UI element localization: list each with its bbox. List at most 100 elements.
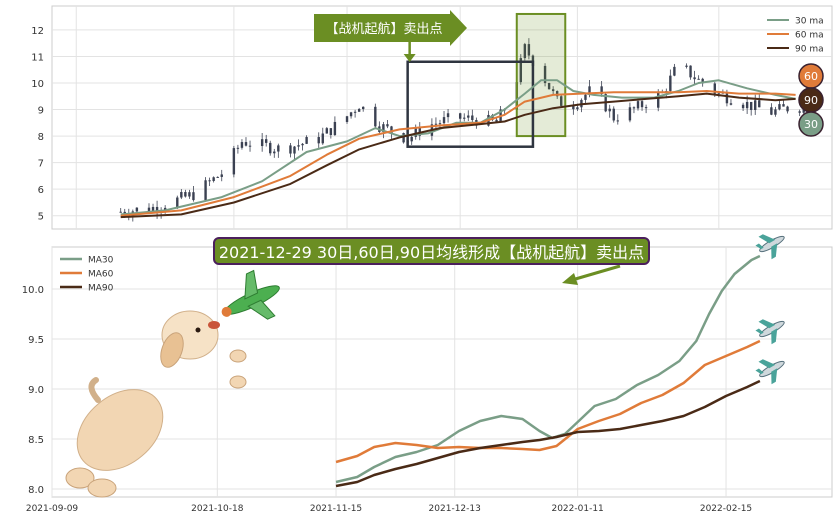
- candle-body: [669, 75, 672, 92]
- candle-body: [644, 107, 648, 109]
- airplane-tail: [755, 243, 764, 250]
- candle-body: [180, 192, 183, 198]
- candle-body: [754, 100, 757, 110]
- candle-body: [301, 143, 304, 146]
- candle-body: [325, 128, 329, 134]
- airplane-wings: [758, 319, 778, 345]
- candle-body: [244, 142, 248, 146]
- top-y-tick-label: 5: [38, 212, 44, 223]
- bottom-ma-chart: 2021-09-09 2021-10-18 2021-11-15 2021-12-13…: [22, 234, 833, 514]
- candle-body: [774, 109, 777, 115]
- sell-zone-box: [515, 12, 567, 138]
- puppy-tail: [88, 377, 101, 403]
- ma-line-60-ma: [120, 90, 796, 217]
- toy-plane-icon: [221, 269, 280, 320]
- candle-body: [151, 206, 155, 212]
- candle-body: [289, 145, 292, 154]
- legend-label: 60 ma: [795, 31, 824, 41]
- candle-body: [269, 142, 272, 154]
- candle-body: [240, 142, 244, 148]
- candle-body: [491, 114, 494, 120]
- candle-body: [390, 126, 393, 134]
- candle-body: [685, 65, 688, 67]
- candle-body: [277, 145, 280, 152]
- candle-body: [297, 145, 300, 147]
- candle-body: [616, 120, 620, 122]
- bottom-y-tick-label: 8.5: [28, 435, 44, 446]
- ma-line-MA60: [335, 339, 761, 464]
- airplane-tail: [755, 368, 764, 375]
- candle-body: [725, 92, 729, 104]
- candle-body: [576, 107, 579, 110]
- puppy-paw: [65, 467, 95, 489]
- candle-body: [657, 92, 660, 108]
- candle-body: [264, 139, 268, 143]
- airplane-wings: [758, 234, 778, 260]
- candle-body: [216, 176, 219, 178]
- candle-body: [495, 119, 498, 123]
- candle-body: [349, 112, 353, 117]
- candle-body: [212, 177, 215, 181]
- legend-label: 90 ma: [795, 45, 824, 55]
- end-marker-label: 90: [804, 94, 818, 107]
- candle-body: [236, 147, 240, 149]
- convergence-box: [406, 60, 535, 148]
- candle-body: [471, 115, 474, 121]
- candle-body: [745, 101, 749, 109]
- legend-label: MA60: [88, 270, 114, 280]
- top-y-tick-label: 6: [38, 185, 44, 196]
- title-pointer-head: [562, 273, 578, 285]
- candle-body: [155, 206, 159, 213]
- top-y-tick-label: 8: [38, 132, 44, 143]
- bottom-y-tick-label: 10.0: [22, 285, 44, 296]
- candle-body: [749, 101, 753, 110]
- top-y-tick-label: 7: [38, 159, 44, 170]
- candle-body: [543, 65, 547, 83]
- candle-body: [188, 192, 191, 197]
- annotation-arrow-shape: [314, 10, 467, 46]
- puppy-ear: [160, 332, 184, 368]
- candle-body: [572, 105, 575, 110]
- candle-body: [119, 211, 122, 213]
- airplane-tail: [755, 328, 764, 335]
- toy-plane-propeller: [221, 306, 232, 317]
- legend-label: MA30: [88, 256, 114, 266]
- candle-body: [434, 123, 438, 125]
- candle-body: [361, 106, 365, 110]
- candle-body: [353, 111, 357, 113]
- candle-body: [697, 78, 700, 80]
- puppy-body: [76, 389, 164, 471]
- top-y-tick-label: 9: [38, 106, 44, 117]
- puppy-eye: [195, 327, 201, 333]
- puppy-paw: [229, 375, 247, 389]
- x-tick-label: 2022-01-11: [551, 504, 603, 514]
- candle-body: [782, 104, 785, 107]
- candle-body: [232, 148, 236, 175]
- candle-body: [717, 92, 721, 94]
- end-marker-circle: [798, 111, 824, 137]
- candle-body: [442, 117, 446, 124]
- toy-plane-wing: [244, 269, 259, 300]
- candle-body: [519, 58, 523, 83]
- candle-body: [208, 180, 211, 182]
- candle-body: [147, 207, 151, 212]
- x-tick-label: 2022-02-15: [700, 504, 752, 514]
- x-tick-label: 2021-12-13: [429, 504, 481, 514]
- end-marker-label: 60: [804, 70, 818, 83]
- candle-body: [204, 180, 207, 201]
- candle-body: [770, 107, 773, 115]
- x-tick-label: 2021-11-15: [310, 504, 362, 514]
- candle-body: [357, 109, 361, 112]
- puppy-illustration: [65, 310, 247, 498]
- top-y-tick-label: 12: [31, 26, 44, 37]
- bottom-legend: MA30 MA60 MA90: [60, 256, 114, 294]
- end-marker-label: 30: [804, 118, 818, 131]
- top-y-tick-label: 11: [31, 52, 44, 63]
- candle-body: [673, 66, 676, 76]
- ma-line-30-ma: [120, 79, 796, 216]
- candle-body: [632, 107, 636, 109]
- annotation-banner: 【战机起航】卖出点: [314, 10, 467, 62]
- candle-body: [260, 139, 264, 147]
- candle-body: [778, 104, 781, 110]
- candle-body: [410, 136, 413, 142]
